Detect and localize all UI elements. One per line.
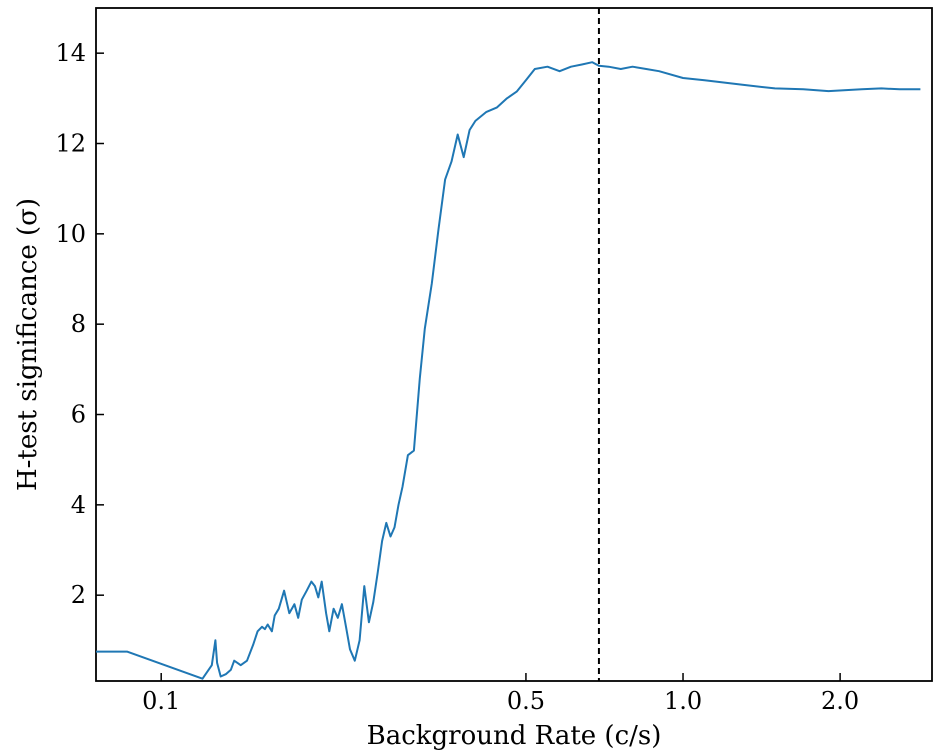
y-tick-label: 6: [71, 401, 86, 429]
y-tick-label: 10: [55, 220, 86, 248]
x-tick-label: 2.0: [821, 687, 859, 715]
x-tick-label: 0.5: [507, 687, 545, 715]
x-tick-label: 0.1: [142, 687, 180, 715]
x-axis-label: Background Rate (c/s): [367, 721, 662, 751]
y-tick-label: 12: [55, 130, 86, 158]
plot-frame: [95, 7, 933, 682]
y-tick-label: 4: [71, 491, 86, 519]
y-axis-label: H-test significance (σ): [13, 198, 43, 491]
series-line-0: [96, 61, 921, 680]
x-tick-label: 1.0: [664, 687, 702, 715]
y-tick-label: 14: [55, 39, 86, 67]
y-tick-label: 2: [71, 581, 86, 609]
y-tick-label: 8: [71, 310, 86, 338]
